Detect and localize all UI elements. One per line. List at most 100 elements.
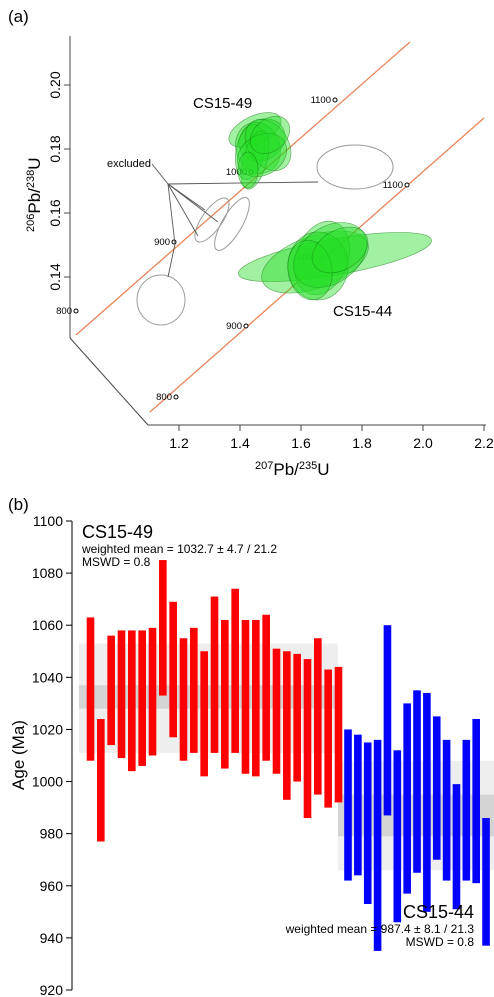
concordia-age-label: 900 bbox=[226, 321, 242, 332]
age-bar-cs15-44 bbox=[354, 734, 362, 876]
y-tick-label: 1040 bbox=[32, 669, 63, 685]
concordia-curve-1 bbox=[75, 41, 411, 336]
data-ellipse bbox=[249, 115, 291, 155]
concordia-age-point bbox=[243, 323, 249, 329]
age-bar-cs15-49 bbox=[272, 648, 281, 774]
age-bar-cs15-49 bbox=[303, 659, 312, 819]
age-bar-cs15-49 bbox=[128, 630, 136, 772]
concordia-age-point bbox=[73, 308, 79, 314]
age-bar-cs15-44 bbox=[482, 818, 490, 946]
y-tick-label: 1060 bbox=[32, 617, 63, 633]
panel-a-label: (a) bbox=[8, 7, 29, 26]
stats-cs15-44-mswd: MSWD = 0.8 bbox=[406, 935, 475, 949]
pointer-line bbox=[167, 243, 176, 278]
age-bar-cs15-49 bbox=[97, 719, 105, 842]
age-bar-cs15-44 bbox=[442, 739, 451, 881]
y-tick-label: 1000 bbox=[32, 774, 63, 790]
y-tick-label: 1100 bbox=[33, 513, 63, 529]
concordia-age-label: 1000 bbox=[297, 252, 318, 263]
age-bar-cs15-49 bbox=[138, 630, 146, 766]
pointer-line bbox=[167, 183, 176, 245]
concordia-age-label: 1100 bbox=[383, 180, 403, 191]
age-bar-cs15-44 bbox=[452, 784, 461, 910]
x-axis-title-a: 207Pb/235U bbox=[255, 460, 330, 479]
y-tick-label: 960 bbox=[40, 878, 64, 894]
data-ellipse bbox=[293, 220, 351, 296]
y-tick-label: 940 bbox=[40, 930, 64, 946]
data-ellipse bbox=[237, 132, 287, 178]
data-ellipse bbox=[311, 226, 369, 274]
age-bar-cs15-49 bbox=[179, 638, 188, 761]
age-bar-cs15-44 bbox=[363, 742, 372, 905]
excluded-ellipse bbox=[194, 197, 230, 243]
age-bar-cs15-49 bbox=[210, 596, 219, 753]
age-bar-cs15-44 bbox=[383, 625, 392, 816]
excluded-annotation: excluded bbox=[107, 158, 151, 170]
panel-b: (b) 1100 1080 1060 1040 1020 1000 980 960 940 920… bbox=[8, 495, 494, 997]
x-tick-label: 1.2 bbox=[169, 435, 189, 451]
y-tick-label: 980 bbox=[40, 826, 64, 842]
y-tick-label: 0.14 bbox=[47, 263, 63, 290]
stats-cs15-44-mean: weighted mean = 987.4 ± 8.1 / 21.3 bbox=[285, 922, 475, 936]
x-tick-label: 1.4 bbox=[230, 435, 250, 451]
age-bar-cs15-49 bbox=[334, 666, 343, 803]
group-label-cs15-49: CS15-49 bbox=[193, 95, 252, 112]
frame-diagonal bbox=[69, 337, 149, 426]
x-tick-label: 1.6 bbox=[291, 435, 311, 451]
pointer-line bbox=[167, 183, 219, 223]
age-bar-cs15-49 bbox=[86, 617, 95, 761]
concordia-curve-2 bbox=[149, 117, 485, 413]
age-bar-cs15-49 bbox=[231, 588, 239, 753]
concordia-age-label: 1100 bbox=[311, 95, 331, 106]
age-bar-cs15-44 bbox=[472, 719, 480, 884]
x-tick-label: 1.8 bbox=[352, 435, 372, 451]
age-bar-cs15-49 bbox=[241, 620, 250, 774]
age-bar-cs15-44 bbox=[393, 750, 402, 923]
data-ellipse bbox=[240, 130, 270, 190]
age-bar-cs15-44 bbox=[403, 703, 411, 894]
series-label-cs15-44: CS15-44 bbox=[403, 902, 474, 922]
y-tick-label: 0.18 bbox=[47, 135, 63, 162]
age-bar-cs15-49 bbox=[148, 627, 157, 756]
pointer-line bbox=[167, 181, 319, 185]
x-tick-label: 2.0 bbox=[413, 435, 433, 451]
cs15-49-ellipses bbox=[228, 112, 292, 190]
concordia-age-point bbox=[332, 97, 338, 103]
excluded-ellipse bbox=[316, 144, 394, 190]
concordia-age-point bbox=[171, 239, 177, 245]
age-bar-cs15-44 bbox=[432, 716, 441, 860]
concordia-age-label: 800 bbox=[156, 392, 172, 403]
concordia-age-label: 1000 bbox=[226, 167, 247, 178]
age-bar-cs15-44 bbox=[413, 690, 421, 873]
y-tick-label: 920 bbox=[40, 982, 64, 997]
pointer-line bbox=[167, 183, 199, 237]
excluded-ellipses bbox=[136, 144, 394, 326]
panel-b-label: (b) bbox=[8, 495, 29, 514]
cs15-44-ellipses bbox=[238, 220, 432, 301]
series-label-cs15-49: CS15-49 bbox=[82, 522, 153, 542]
data-ellipse bbox=[287, 239, 333, 301]
y-axis-title-a: 206Pb/238U bbox=[25, 157, 44, 232]
age-bar-cs15-49 bbox=[221, 620, 229, 769]
x-tick-label: 2.2 bbox=[474, 435, 494, 451]
data-ellipse bbox=[238, 232, 432, 282]
concordia-age-label: 900 bbox=[154, 237, 170, 248]
concordia-age-point bbox=[173, 394, 179, 400]
excluded-pointer-lines bbox=[151, 163, 319, 278]
age-bar-cs15-44 bbox=[373, 739, 382, 951]
age-bar-cs15-49 bbox=[200, 651, 208, 777]
y-tick-label: 0.16 bbox=[47, 199, 63, 226]
age-bar-cs15-49 bbox=[252, 620, 260, 777]
y-ticks-a: 0.14 0.16 0.18 0.20 bbox=[47, 71, 70, 291]
pointer-line bbox=[151, 163, 169, 185]
age-bar-cs15-49 bbox=[190, 627, 198, 753]
x-ticks-a: 1.2 1.4 1.6 1.8 2.0 2.2 bbox=[169, 425, 494, 451]
age-bars bbox=[86, 560, 490, 951]
age-bar-cs15-49 bbox=[324, 669, 332, 808]
excluded-ellipse bbox=[136, 274, 186, 326]
age-bar-cs15-49 bbox=[107, 635, 115, 746]
concordia-age-label: 800 bbox=[56, 306, 72, 317]
group-label-cs15-44: CS15-44 bbox=[333, 303, 392, 320]
data-ellipse bbox=[244, 119, 292, 171]
